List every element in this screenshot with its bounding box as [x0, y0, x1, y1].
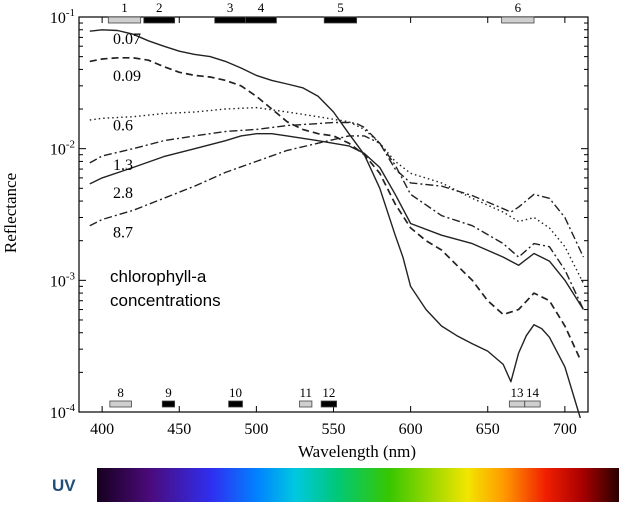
band-marker-label: 2 [156, 0, 163, 15]
series-lines [89, 29, 585, 419]
series-line-8.7 [89, 135, 585, 310]
uv-label: UV [52, 476, 76, 495]
x-tick-label: 700 [553, 421, 577, 438]
band-marker-label: 1 [121, 0, 128, 15]
band-marker-label: 13 [511, 385, 524, 400]
x-tick-label: 550 [322, 421, 346, 438]
y-tick-label: 10-1 [50, 7, 75, 27]
band-marker-12 [320, 400, 337, 408]
band-marker-2 [143, 16, 176, 24]
series-label: 0.09 [113, 68, 141, 85]
x-tick-label: 500 [244, 421, 268, 438]
x-tick-label: 600 [399, 421, 423, 438]
band-marker-13 [508, 400, 526, 408]
y-tick-label: 10-4 [50, 402, 76, 422]
band-marker-label: 5 [337, 0, 344, 15]
band-marker-9 [161, 400, 176, 408]
band-marker-5 [323, 16, 358, 24]
series-line-1.3 [89, 121, 585, 258]
visible-spectrum-bar [97, 468, 619, 502]
x-tick-label: 650 [476, 421, 500, 438]
series-line-0.09 [89, 56, 582, 360]
band-marker-4 [245, 16, 277, 24]
series-label: 8.7 [113, 224, 133, 241]
series-label: 2.8 [113, 185, 133, 202]
band-marker-label: 8 [117, 385, 124, 400]
series-line-0.6 [89, 106, 585, 284]
annotation-line-2: concentrations [110, 291, 221, 310]
band-marker-label: 12 [322, 385, 335, 400]
annotation-line-1: chlorophyll-a [110, 267, 207, 286]
band-marker-1 [107, 16, 142, 24]
band-marker-label: 14 [526, 385, 540, 400]
y-tick-label: 10-3 [50, 270, 76, 290]
band-markers: 1 2 3 4 5 68 9 10 11 12 13 14 [107, 0, 541, 408]
band-marker-8 [109, 400, 132, 408]
band-marker-14 [524, 400, 541, 408]
series-label: 0.6 [113, 117, 133, 134]
band-marker-label: 10 [229, 385, 242, 400]
x-tick-label: 450 [167, 421, 191, 438]
series-labels: 0.07 0.09 0.6 1.3 2.8 8.7 [113, 31, 141, 242]
series-label: 1.3 [113, 157, 133, 174]
x-axis-label: Wavelength (nm) [298, 442, 416, 461]
axis-ticks: 400 450 500 550 600 650 700 10-4 10-3 10-2 10-1 [50, 7, 588, 438]
band-marker-3 [214, 16, 246, 24]
band-marker-label: 3 [227, 0, 234, 15]
x-tick-label: 400 [90, 421, 114, 438]
series-line-0.07 [89, 29, 581, 419]
spectrum-gradient [97, 468, 619, 502]
band-marker-label: 6 [515, 0, 522, 15]
band-marker-label: 9 [165, 385, 172, 400]
series-label: 0.07 [113, 31, 141, 48]
series-line-2.8 [89, 132, 584, 310]
y-tick-label: 10-2 [50, 139, 75, 159]
band-marker-10 [228, 400, 243, 408]
band-marker-11 [299, 400, 313, 408]
band-marker-label: 4 [258, 0, 265, 15]
band-marker-label: 11 [299, 385, 312, 400]
y-axis-label: Reflectance [1, 173, 20, 253]
band-marker-6 [501, 16, 535, 24]
plot-frame [78, 16, 589, 413]
